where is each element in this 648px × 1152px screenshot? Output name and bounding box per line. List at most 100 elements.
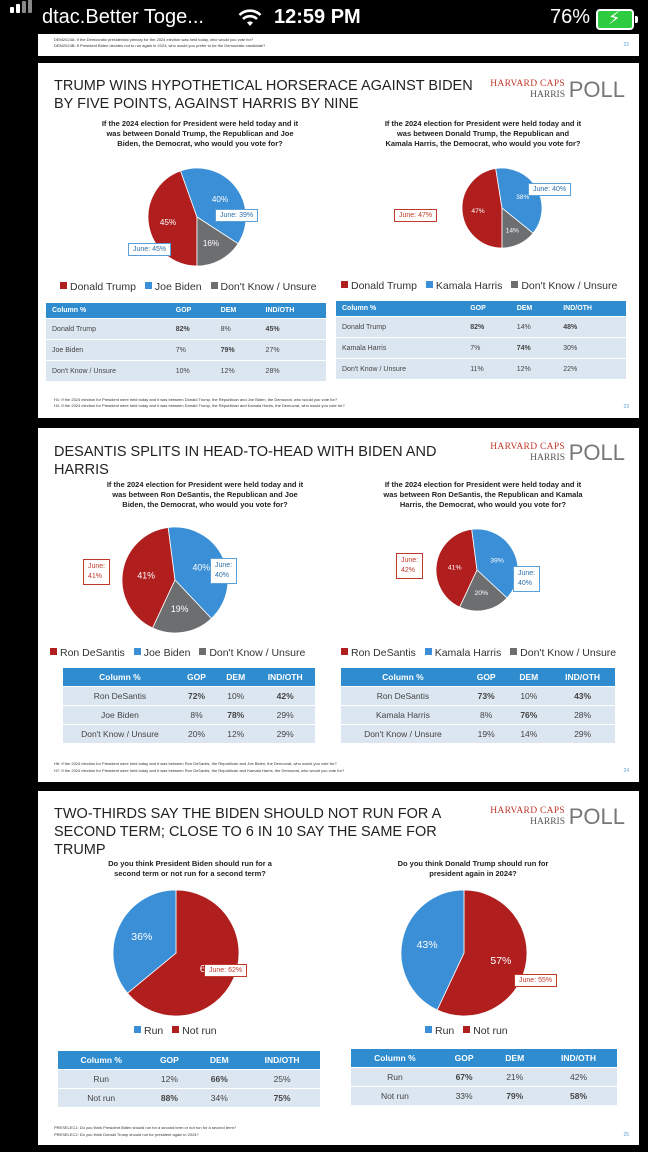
table-cell: 10%: [507, 686, 551, 706]
clock: 12:59 PM: [274, 6, 361, 28]
not-run-slice-label: 57%: [490, 955, 511, 967]
table-cell: Joe Biden: [63, 705, 177, 725]
column-header: DEM: [507, 668, 551, 687]
run-slice-label: 43%: [417, 939, 438, 951]
column-header: DEM: [214, 303, 260, 319]
table-cell: 12%: [144, 1069, 195, 1089]
harvard-caps-harris-poll-logo: HARVARD CAPS HARRIS POLL: [490, 804, 625, 829]
unsure-slice-label: 16%: [203, 239, 219, 248]
desantis-slice-label: 41%: [137, 571, 155, 581]
wifi-icon: [238, 9, 262, 26]
legend-right: Ron DeSantis Kamala Harris Don't Know / …: [341, 647, 616, 659]
page-number: 25: [623, 1132, 629, 1138]
crosstab-left: Column % GOP DEM IND/OTH Ron DeSantis 72% 10% 4…: [63, 668, 315, 743]
table-row: Donald Trump 82% 8% 45%: [46, 318, 326, 340]
table-cell: 30%: [557, 337, 626, 359]
footnote-1: DEM2024A: If the Democratic presidential…: [54, 37, 254, 42]
table-row: Don't Know / Unsure 10% 12% 28%: [46, 360, 326, 381]
table-cell: 8%: [176, 705, 217, 725]
table-cell: 28%: [550, 705, 615, 725]
trump-slice: [147, 170, 198, 267]
table-cell: 29%: [550, 724, 615, 743]
column-header: IND/OTH: [540, 1049, 617, 1068]
table-cell: Ron DeSantis: [63, 686, 177, 706]
question-right: Do you think Donald Trump should run for…: [397, 859, 549, 878]
table-cell: 33%: [438, 1086, 490, 1105]
slide-22: DEM2024A: If the Democratic presidential…: [38, 34, 639, 56]
slide-title: DESANTIS SPLITS IN HEAD-TO-HEAD WITH BID…: [54, 444, 437, 478]
column-header: GOP: [144, 1051, 195, 1070]
table-cell: 12%: [214, 360, 260, 381]
desantis-slice: [121, 526, 176, 629]
column-header: DEM: [510, 301, 558, 317]
biden-slice: [180, 167, 247, 245]
table-cell: 19%: [464, 724, 508, 743]
table-cell: 29%: [255, 724, 315, 743]
column-header: IND/OTH: [255, 668, 315, 687]
unsure-slice-label: 19%: [171, 604, 189, 614]
table-cell: 20%: [176, 724, 217, 743]
table-cell: Don't Know / Unsure: [336, 358, 465, 379]
not-run-slice: [436, 889, 528, 1017]
june-callout-biden-not-run: June: 62%: [204, 964, 248, 977]
table-cell: 8%: [464, 705, 508, 725]
table-cell: 14%: [507, 724, 551, 743]
pie-chart-right: 57% 43%: [400, 889, 528, 1017]
trump-slice-label: 47%: [471, 208, 484, 215]
status-bar: dtac.Better Toge... 12:59 PM 76% ⚡: [0, 0, 648, 34]
table-cell: 43%: [550, 686, 615, 706]
table-cell: Ron DeSantis: [341, 686, 465, 706]
june-callout-biden: June: 40%: [210, 558, 238, 584]
unsure-slice: [196, 216, 239, 267]
carrier-name: dtac.Better Toge...: [42, 6, 204, 28]
table-cell: Don't Know / Unsure: [341, 724, 465, 743]
not-run-slice: [126, 889, 240, 1017]
table-cell: 28%: [259, 360, 326, 381]
table-cell: 76%: [507, 705, 551, 725]
harvard-caps-harris-poll-logo: HARVARD CAPS HARRIS POLL: [490, 77, 625, 102]
crosstab-right: Column % GOP DEM IND/OTH Donald Trump 82% 14% 4…: [336, 301, 626, 379]
footnote-2: H2: If the 2024 election for President w…: [54, 403, 345, 408]
table-row: Ron DeSantis 72% 10% 42%: [63, 686, 315, 706]
table-cell: 79%: [214, 339, 260, 361]
column-header: Column %: [58, 1051, 145, 1070]
table-row: Don't Know / Unsure 19% 14% 29%: [341, 724, 615, 743]
harris-slice-label: 39%: [490, 558, 504, 565]
unsure-slice: [501, 207, 534, 249]
table-cell: 74%: [510, 337, 558, 359]
table-row: Not run 33% 79% 58%: [351, 1086, 617, 1105]
table-cell: 29%: [255, 705, 315, 725]
harris-slice-label: 38%: [516, 194, 529, 201]
table-cell: Don't Know / Unsure: [63, 724, 177, 743]
june-callout-biden: June: 39%: [215, 209, 259, 222]
legend-left: Ron DeSantis Joe Biden Don't Know / Unsu…: [50, 647, 305, 659]
table-cell: 73%: [464, 686, 508, 706]
slide-25: TWO-THIRDS SAY THE BIDEN SHOULD NOT RUN …: [38, 791, 639, 1145]
june-callout-harris: June: 40%: [513, 566, 541, 592]
footnote-2: PRESELEC2: Do you think Donald Trump sho…: [54, 1132, 199, 1137]
biden-slice: [167, 526, 229, 620]
table-cell: Not run: [58, 1088, 145, 1107]
pie-chart-left: 64%36%: [112, 889, 240, 1017]
table-row: Kamala Harris 8% 76% 28%: [341, 705, 615, 725]
table-row: Kamala Harris 7% 74% 30%: [336, 337, 626, 359]
table-cell: 66%: [194, 1069, 245, 1089]
table-cell: 58%: [540, 1086, 617, 1105]
table-cell: Joe Biden: [46, 339, 170, 361]
question-left: If the 2024 election for President were …: [106, 480, 304, 509]
slide-24: DESANTIS SPLITS IN HEAD-TO-HEAD WITH BID…: [38, 428, 639, 782]
table-cell: 34%: [194, 1088, 245, 1107]
june-callout-trump-right: June: 47%: [394, 209, 438, 222]
june-callout-trump: June: 45%: [128, 243, 172, 256]
column-header: Column %: [351, 1049, 439, 1068]
footnote-1: H6: If the 2024 election for President w…: [54, 761, 337, 766]
unsure-slice: [152, 579, 212, 634]
pie-chart-right: 41% 39% 20%: [435, 528, 519, 612]
table-cell: Don't Know / Unsure: [46, 360, 170, 381]
table-cell: 42%: [540, 1067, 617, 1087]
crosstab-right: Column % GOP DEM IND/OTH Ron DeSantis 73% 10% 4…: [341, 668, 615, 743]
table-cell: Donald Trump: [336, 316, 465, 338]
battery-percentage: 76%: [550, 6, 591, 28]
table-cell: 8%: [214, 318, 260, 340]
desantis-slice-label: 41%: [448, 565, 462, 572]
